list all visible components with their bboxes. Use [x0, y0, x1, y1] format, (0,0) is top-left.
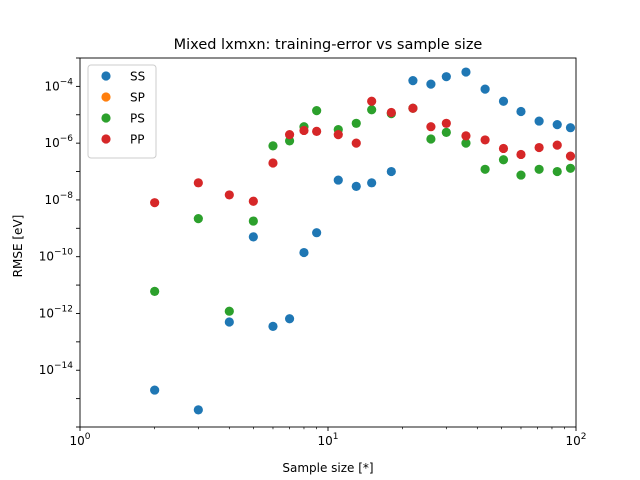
- legend-marker-ss: [101, 71, 111, 81]
- point-pp-18: [516, 149, 526, 160]
- point-pp-8: [333, 130, 343, 140]
- point-ss-14: [441, 72, 451, 82]
- point-pp-3: [248, 196, 258, 206]
- point-ps-4: [268, 141, 278, 151]
- point-pp-13: [426, 122, 436, 132]
- point-pp-0: [150, 198, 160, 208]
- point-pp-16: [480, 135, 490, 145]
- y-tick-label-1: 10−12: [39, 304, 73, 320]
- point-ps-9: [351, 118, 361, 128]
- point-pp-1: [193, 178, 203, 188]
- point-ss-12: [408, 75, 418, 86]
- point-ps-20: [552, 166, 562, 177]
- point-ps-14: [441, 127, 451, 137]
- point-ps-3: [248, 216, 258, 226]
- point-pp-20: [552, 140, 562, 150]
- point-ss-3: [248, 232, 258, 242]
- legend-marker-ps: [101, 113, 111, 123]
- point-ss-1: [193, 405, 203, 415]
- legend-label-pp: PP: [130, 133, 144, 147]
- point-ps-16: [480, 164, 490, 174]
- point-ss-2: [224, 317, 234, 327]
- point-ss-8: [333, 175, 343, 185]
- point-ss-11: [386, 166, 396, 177]
- point-ss-10: [367, 178, 377, 188]
- point-ps-19: [534, 164, 544, 174]
- point-pp-14: [441, 118, 451, 128]
- y-tick-label-3: 10−8: [44, 191, 73, 207]
- y-tick-label-2: 10−10: [39, 248, 74, 264]
- point-ss-21: [565, 123, 576, 133]
- point-ss-15: [461, 67, 471, 77]
- point-pp-11: [386, 107, 396, 118]
- point-pp-9: [351, 138, 361, 148]
- point-ss-16: [480, 84, 490, 94]
- y-tick-label-5: 10−4: [44, 77, 73, 93]
- point-pp-6: [299, 125, 309, 136]
- point-pp-4: [268, 158, 278, 168]
- legend-marker-sp: [101, 92, 111, 102]
- point-pp-10: [367, 96, 377, 106]
- point-ss-13: [426, 79, 436, 89]
- point-ps-1: [193, 213, 203, 224]
- legend-label-ps: PS: [130, 112, 145, 126]
- point-ps-17: [498, 155, 509, 165]
- point-ss-18: [516, 106, 526, 117]
- point-ps-5: [284, 136, 295, 146]
- legend-label-ss: SS: [130, 70, 145, 84]
- point-pp-12: [408, 103, 418, 113]
- legend-box: [87, 64, 157, 159]
- point-ss-0: [150, 385, 160, 395]
- point-pp-21: [565, 151, 576, 161]
- point-ps-13: [426, 134, 436, 144]
- point-ss-4: [268, 321, 278, 331]
- point-ss-19: [534, 116, 544, 126]
- legend-label-sp: SP: [130, 91, 145, 105]
- y-tick-label-0: 10−14: [39, 361, 74, 377]
- point-ps-15: [461, 138, 471, 148]
- point-ss-9: [351, 181, 361, 191]
- point-pp-17: [498, 143, 509, 154]
- point-pp-19: [534, 142, 544, 153]
- point-ss-6: [299, 247, 309, 258]
- point-ss-5: [284, 314, 295, 324]
- point-ps-2: [224, 306, 234, 316]
- point-ss-20: [552, 120, 562, 130]
- point-ss-7: [312, 228, 322, 238]
- point-ps-10: [367, 105, 377, 115]
- point-ps-21: [565, 163, 576, 173]
- chart-title: Mixed lxmxn: training-error vs sample si…: [174, 37, 483, 53]
- y-axis-label: RMSE [eV]: [11, 215, 25, 278]
- y-tick-label-4: 10−6: [44, 134, 73, 150]
- x-axis-label: Sample size [*]: [282, 461, 373, 475]
- legend: SS SP PS PP: [87, 64, 157, 159]
- legend-marker-pp: [101, 134, 111, 144]
- point-pp-7: [312, 126, 322, 136]
- point-ps-0: [150, 286, 160, 296]
- point-ss-17: [498, 96, 509, 106]
- point-pp-5: [284, 130, 295, 140]
- point-ps-7: [312, 106, 322, 116]
- point-ps-18: [516, 170, 526, 180]
- point-pp-2: [224, 190, 234, 200]
- point-pp-15: [461, 131, 471, 141]
